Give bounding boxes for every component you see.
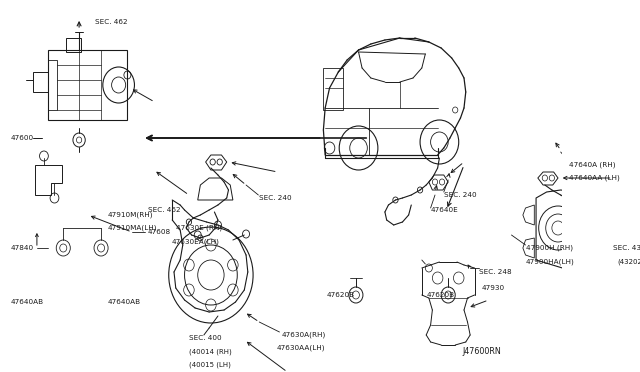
Bar bbox=[611, 238, 640, 266]
Text: 47640AB: 47640AB bbox=[10, 299, 44, 305]
Text: 47900H (RH): 47900H (RH) bbox=[525, 245, 573, 251]
Text: J47600RN: J47600RN bbox=[462, 347, 501, 356]
Text: SEC. 462: SEC. 462 bbox=[95, 19, 127, 25]
Text: 47608: 47608 bbox=[148, 229, 171, 235]
Text: SEC. 240: SEC. 240 bbox=[259, 195, 292, 201]
Text: 47600: 47600 bbox=[10, 135, 34, 141]
Text: 47640A (RH): 47640A (RH) bbox=[570, 162, 616, 168]
Text: (43202): (43202) bbox=[617, 259, 640, 265]
Text: 47630EA(LH): 47630EA(LH) bbox=[172, 239, 220, 245]
Text: SEC. 462: SEC. 462 bbox=[148, 207, 180, 213]
Text: 47930: 47930 bbox=[481, 285, 505, 291]
Text: 47910M(RH): 47910M(RH) bbox=[108, 212, 153, 218]
Text: 47910MA(LH): 47910MA(LH) bbox=[108, 225, 157, 231]
Text: (40014 (RH): (40014 (RH) bbox=[189, 349, 232, 355]
Text: 47640AB: 47640AB bbox=[108, 299, 140, 305]
Text: SEC. 240: SEC. 240 bbox=[444, 192, 476, 198]
Text: (40015 (LH): (40015 (LH) bbox=[189, 362, 231, 368]
Text: 47620B: 47620B bbox=[427, 292, 455, 298]
Bar bbox=[323, 68, 343, 110]
Text: SEC. 248: SEC. 248 bbox=[479, 269, 511, 275]
Text: 47640AA (LH): 47640AA (LH) bbox=[570, 175, 620, 181]
Text: 47640E: 47640E bbox=[431, 207, 458, 213]
Text: 47900HA(LH): 47900HA(LH) bbox=[525, 259, 574, 265]
Text: SEC. 430: SEC. 430 bbox=[613, 245, 640, 251]
Text: 47630AA(LH): 47630AA(LH) bbox=[277, 345, 325, 351]
Text: 47840: 47840 bbox=[10, 245, 34, 251]
Text: 47630A(RH): 47630A(RH) bbox=[281, 332, 326, 338]
Text: 47630E (RH): 47630E (RH) bbox=[176, 225, 222, 231]
Text: SEC. 400: SEC. 400 bbox=[189, 335, 221, 341]
Text: 47620B: 47620B bbox=[327, 292, 355, 298]
